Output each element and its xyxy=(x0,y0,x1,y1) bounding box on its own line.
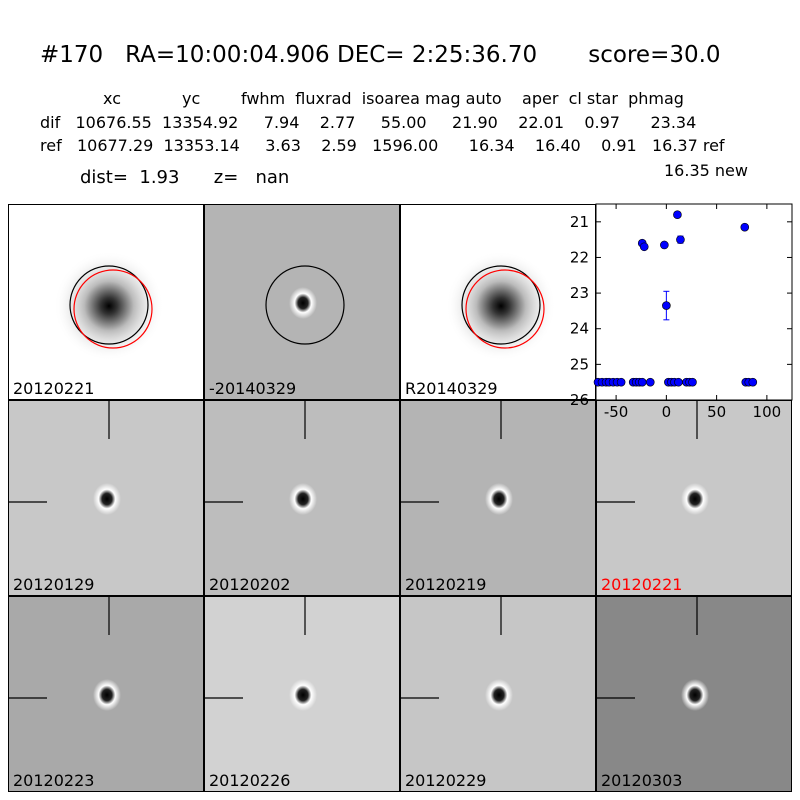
stamp-image xyxy=(446,251,556,361)
stamp-panel: 20120223 xyxy=(8,596,204,792)
ref-row: ref 10677.29 13353.14 3.63 2.59 1596.00 … xyxy=(40,136,725,155)
y-tick-label: 22 xyxy=(570,248,589,266)
data-point xyxy=(616,377,626,387)
x-tick-label: 50 xyxy=(707,403,726,421)
stamp-date-label: R20140329 xyxy=(405,379,498,398)
aperture-circle xyxy=(69,265,149,345)
stamp-panel: 20120129 xyxy=(8,400,204,596)
stamp-panel: -20140329 xyxy=(204,204,400,400)
residual-source xyxy=(289,679,317,711)
data-point xyxy=(645,377,655,387)
stamp-image xyxy=(401,401,513,515)
y-tick-label: 24 xyxy=(570,320,589,338)
new-mag-row: 16.35 new xyxy=(664,161,748,180)
stamp-panel: 20120226 xyxy=(204,596,400,792)
residual-source xyxy=(681,679,709,711)
residual-source xyxy=(485,679,513,711)
stamp-image xyxy=(205,597,317,711)
y-tick-label: 26 xyxy=(570,391,589,409)
stamp-image xyxy=(54,251,164,361)
stamp-date-label: 20120303 xyxy=(601,771,683,790)
x-tick-label: -50 xyxy=(604,403,629,421)
data-point xyxy=(676,235,685,244)
data-point xyxy=(660,240,669,250)
stamp-date-label: -20140329 xyxy=(209,379,297,398)
data-point xyxy=(748,377,758,387)
y-tick-label: 21 xyxy=(570,213,589,231)
stamp-image xyxy=(597,401,709,515)
residual-source xyxy=(485,483,513,515)
lightcurve-svg: -50 0 50 100 21 22 23 24 25 26 xyxy=(570,203,793,421)
data-point xyxy=(673,210,682,219)
stamp-panel: 20120219 xyxy=(400,400,596,596)
stamp-date-label: 20120221 xyxy=(601,575,683,594)
aperture-circle xyxy=(265,265,345,345)
stamp-image xyxy=(9,401,121,515)
x-tick-label: 0 xyxy=(662,403,672,421)
stamp-date-label: 20120229 xyxy=(405,771,487,790)
aperture-circle xyxy=(461,265,541,345)
y-tick-label: 23 xyxy=(570,284,589,302)
stamp-date-label: 20120226 xyxy=(209,771,291,790)
stamp-date-label: 20120129 xyxy=(13,575,95,594)
stamp-panel: 20120221 xyxy=(596,400,792,596)
data-point xyxy=(637,377,647,387)
distance-line: dist= 1.93 z= nan xyxy=(80,167,290,188)
data-point xyxy=(639,242,649,252)
stamp-panel: 20120202 xyxy=(204,400,400,596)
lightcurve-plot: -50 0 50 100 21 22 23 24 25 26 xyxy=(570,203,793,421)
stamp-date-label: 20120221 xyxy=(13,379,95,398)
stamp-date-label: 20120219 xyxy=(405,575,487,594)
residual-source xyxy=(289,287,317,319)
y-tick-label: 25 xyxy=(570,355,589,373)
stamp-panel: 20120303 xyxy=(596,596,792,792)
residual-source xyxy=(681,483,709,515)
data-point xyxy=(662,301,671,310)
stamp-panel: 20120221 xyxy=(8,204,204,400)
stamp-image xyxy=(205,401,317,515)
stamp-image xyxy=(9,597,121,711)
ref-aperture-circle xyxy=(465,269,545,349)
candidate-title: #170 RA=10:00:04.906 DEC= 2:25:36.70 sco… xyxy=(40,42,721,68)
dif-row: dif 10676.55 13354.92 7.94 2.77 55.00 21… xyxy=(40,113,697,132)
stamp-image xyxy=(401,597,513,711)
x-tick-label: 100 xyxy=(753,403,782,421)
residual-source xyxy=(93,483,121,515)
residual-source xyxy=(289,483,317,515)
data-point xyxy=(674,377,683,387)
plot-frame xyxy=(595,203,793,401)
column-headers: xc yc fwhm fluxrad isoarea mag auto aper… xyxy=(103,89,684,108)
data-point xyxy=(688,377,697,387)
stamp-image xyxy=(597,597,709,711)
stamp-panel: 20120229 xyxy=(400,596,596,792)
stamp-date-label: 20120223 xyxy=(13,771,95,790)
stamp-image xyxy=(265,265,345,345)
stamp-panel: R20140329 xyxy=(400,204,596,400)
ref-aperture-circle xyxy=(73,269,153,349)
residual-source xyxy=(93,679,121,711)
data-point xyxy=(740,222,750,232)
stamp-date-label: 20120202 xyxy=(209,575,291,594)
